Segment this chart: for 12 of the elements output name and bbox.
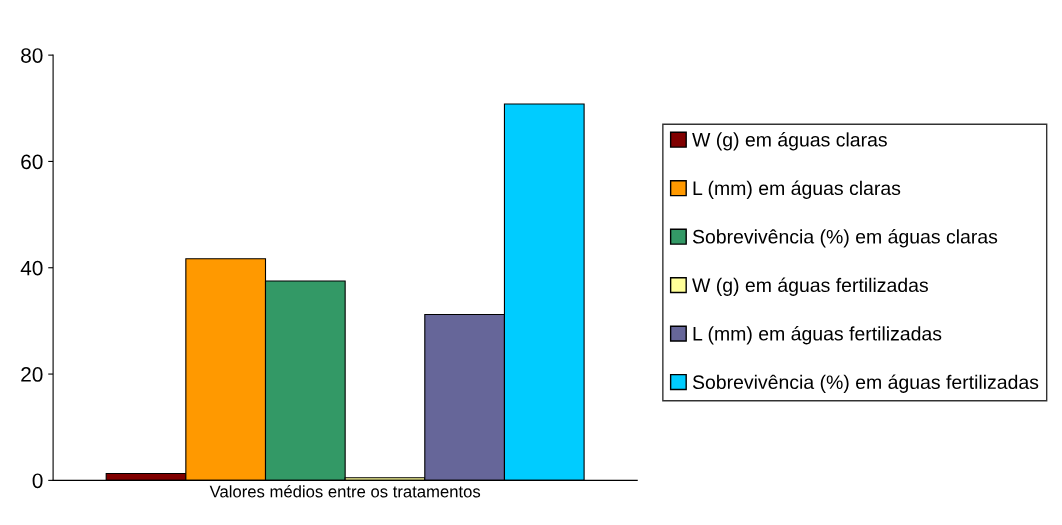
legend-label: W (g) em águas claras [692, 132, 887, 151]
legend-label: L (mm) em águas claras [693, 180, 901, 199]
legend-label: W (g) em águas fertilizadas [692, 277, 928, 296]
y-tick-label: 0 [32, 473, 43, 489]
y-tick-label: 40 [20, 260, 43, 276]
legend-label: Sobrevivência (%) em águas fertilizadas [692, 374, 1039, 393]
y-tick-label: 20 [21, 367, 43, 382]
legend-label: Sobrevivência (%) em águas claras [692, 229, 998, 248]
y-tick-label: 60 [21, 154, 43, 170]
legend-label: L (mm) em águas fertilizadas [693, 326, 942, 345]
y-tick-label: 80 [21, 48, 43, 63]
x-tick-label: Valores médios entre os tratamentos [209, 485, 481, 498]
